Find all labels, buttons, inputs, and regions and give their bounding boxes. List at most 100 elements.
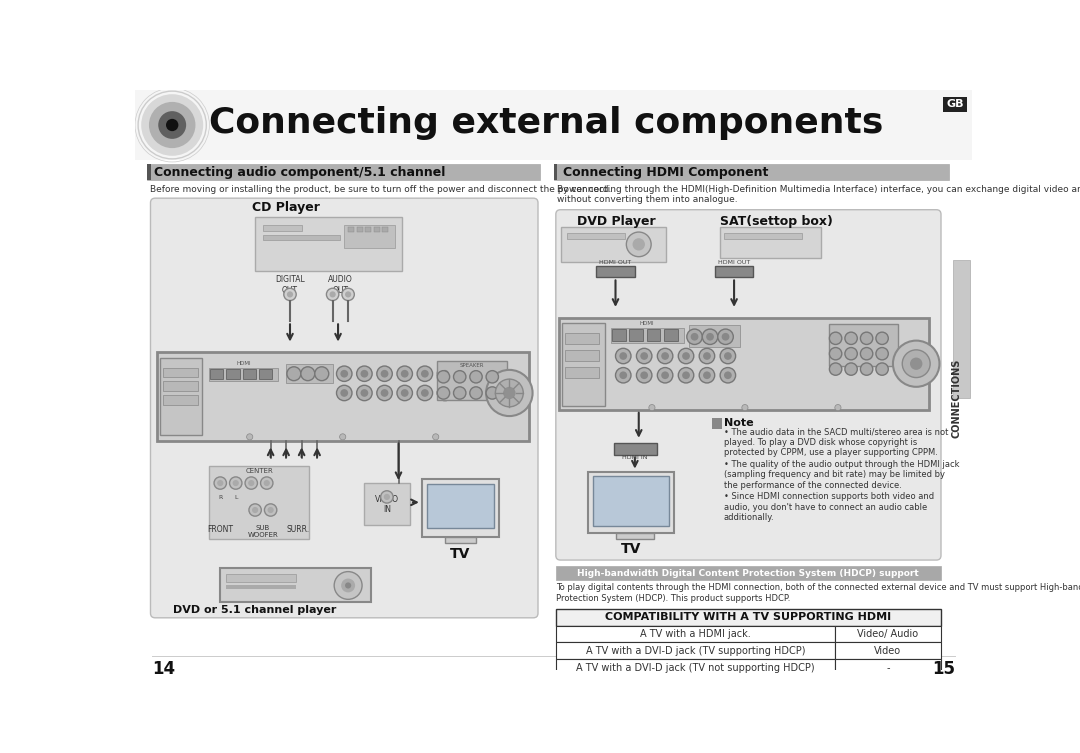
Circle shape: [470, 370, 482, 383]
Circle shape: [345, 582, 351, 589]
Bar: [382, 227, 389, 232]
Circle shape: [401, 389, 408, 397]
Text: High-bandwidth Digital Content Protection System (HDCP) support: High-bandwidth Digital Content Protectio…: [577, 569, 919, 578]
Circle shape: [496, 379, 524, 407]
Bar: [345, 225, 394, 248]
Text: Connecting external components: Connecting external components: [208, 105, 883, 140]
Circle shape: [159, 111, 186, 139]
Bar: [835, 660, 941, 676]
Circle shape: [633, 238, 645, 251]
Bar: [713, 418, 721, 429]
Circle shape: [441, 389, 449, 397]
Circle shape: [380, 370, 389, 377]
Circle shape: [636, 367, 652, 383]
Circle shape: [683, 352, 690, 360]
Circle shape: [252, 507, 258, 513]
Bar: [365, 227, 372, 232]
Circle shape: [503, 387, 515, 399]
Circle shape: [845, 332, 858, 344]
Circle shape: [720, 349, 735, 364]
Circle shape: [417, 386, 433, 401]
Text: A TV with a HDMI jack.: A TV with a HDMI jack.: [640, 629, 751, 639]
Circle shape: [232, 480, 239, 486]
Text: SURR.: SURR.: [286, 526, 309, 535]
Text: Video: Video: [875, 646, 902, 656]
Circle shape: [861, 332, 873, 344]
Bar: [556, 608, 941, 626]
Bar: [559, 318, 929, 410]
Bar: [630, 329, 644, 340]
Text: A TV with a DVI-D jack (TV supporting HDCP): A TV with a DVI-D jack (TV supporting HD…: [585, 646, 805, 656]
Circle shape: [380, 491, 393, 503]
Circle shape: [380, 389, 389, 397]
Bar: [828, 324, 899, 366]
Bar: [364, 483, 410, 526]
Bar: [163, 382, 198, 391]
Circle shape: [616, 349, 631, 364]
Text: COMPATIBILITY WITH A TV SUPPORTING HDMI: COMPATIBILITY WITH A TV SUPPORTING HDMI: [606, 612, 891, 622]
Circle shape: [699, 367, 715, 383]
Circle shape: [246, 434, 253, 440]
Text: L: L: [234, 495, 238, 499]
Circle shape: [486, 370, 499, 383]
Circle shape: [835, 404, 841, 410]
Bar: [208, 466, 309, 539]
Circle shape: [640, 352, 648, 360]
Text: DVD Player: DVD Player: [577, 215, 656, 228]
Text: SAT(settop box): SAT(settop box): [720, 215, 833, 228]
Bar: [437, 361, 507, 400]
Circle shape: [341, 578, 355, 593]
Text: -: -: [887, 663, 890, 673]
Circle shape: [724, 352, 732, 360]
Circle shape: [845, 363, 858, 375]
Bar: [720, 227, 821, 258]
Circle shape: [342, 288, 354, 300]
Circle shape: [678, 367, 693, 383]
Bar: [835, 642, 941, 660]
FancyBboxPatch shape: [150, 198, 538, 617]
Circle shape: [658, 349, 673, 364]
Text: CENTER: CENTER: [245, 468, 273, 474]
Text: Connecting audio component/5.1 channel: Connecting audio component/5.1 channel: [154, 166, 446, 179]
Bar: [554, 163, 948, 181]
Text: HDMI OUT: HDMI OUT: [599, 260, 632, 265]
Text: Before moving or installing the product, be sure to turn off the power and disco: Before moving or installing the product,…: [150, 185, 612, 194]
Text: DIGITAL
OUT: DIGITAL OUT: [275, 275, 305, 294]
Text: By connecting through the HDMI(High-Definition Multimedia Interface) interface, : By connecting through the HDMI(High-Defi…: [557, 185, 1080, 205]
Bar: [616, 533, 654, 539]
Circle shape: [649, 404, 656, 410]
Circle shape: [340, 370, 348, 377]
Circle shape: [287, 291, 293, 297]
Circle shape: [166, 119, 178, 131]
Bar: [556, 626, 835, 642]
Circle shape: [417, 366, 433, 382]
Text: GB: GB: [946, 99, 963, 109]
Text: A TV with a DVI-D jack (TV not supporting HDCP): A TV with a DVI-D jack (TV not supportin…: [576, 663, 814, 673]
Circle shape: [640, 371, 648, 379]
Bar: [556, 660, 835, 676]
Circle shape: [486, 387, 499, 399]
Circle shape: [486, 370, 532, 416]
Bar: [611, 328, 685, 343]
Circle shape: [230, 477, 242, 489]
Text: SUB
WOOFER: SUB WOOFER: [247, 526, 279, 538]
Text: HDMI: HDMI: [640, 321, 654, 326]
Circle shape: [829, 332, 841, 344]
Bar: [612, 329, 626, 340]
Circle shape: [724, 371, 732, 379]
Text: • The audio data in the SACD multi/stereo area is not
played. To play a DVD disk: • The audio data in the SACD multi/stere…: [724, 428, 948, 457]
Bar: [556, 566, 941, 580]
Circle shape: [397, 366, 413, 382]
Circle shape: [902, 350, 930, 377]
Circle shape: [264, 480, 270, 486]
Circle shape: [703, 352, 711, 360]
Circle shape: [284, 288, 296, 300]
Circle shape: [658, 367, 673, 383]
Circle shape: [876, 363, 889, 375]
Circle shape: [702, 329, 718, 344]
Circle shape: [356, 366, 373, 382]
Circle shape: [326, 288, 339, 300]
Circle shape: [383, 494, 390, 500]
Circle shape: [334, 572, 362, 599]
Circle shape: [616, 367, 631, 383]
